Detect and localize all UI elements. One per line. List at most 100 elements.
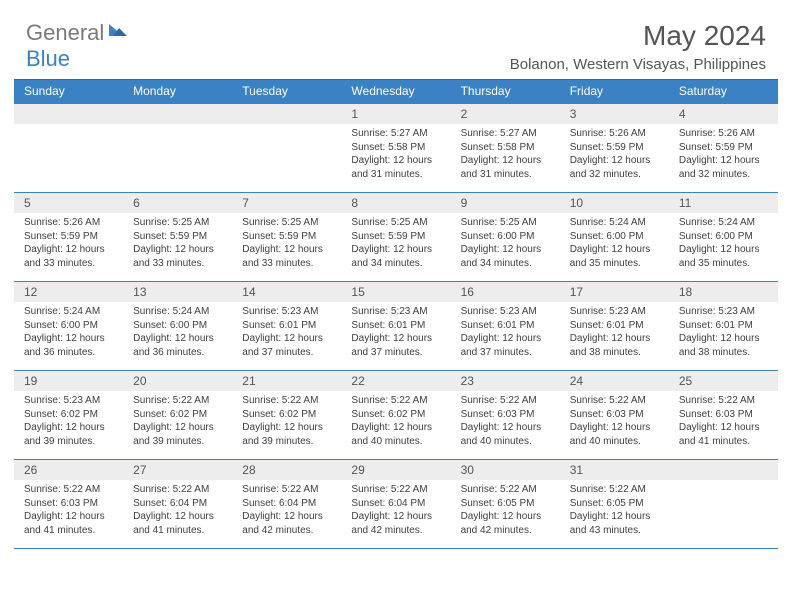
day-header-row: SundayMondayTuesdayWednesdayThursdayFrid… <box>14 79 778 103</box>
daylight-text-2: and 35 minutes. <box>679 257 772 271</box>
daylight-text-1: Daylight: 12 hours <box>570 510 663 524</box>
day-cell: 28Sunrise: 5:22 AMSunset: 6:04 PMDayligh… <box>232 460 341 548</box>
day-number: 27 <box>123 460 232 480</box>
day-body: Sunrise: 5:22 AMSunset: 6:03 PMDaylight:… <box>14 480 123 539</box>
day-header-cell: Thursday <box>451 80 560 103</box>
sunset-text: Sunset: 6:04 PM <box>242 497 335 511</box>
sunrise-text: Sunrise: 5:22 AM <box>570 394 663 408</box>
day-body: Sunrise: 5:23 AMSunset: 6:02 PMDaylight:… <box>14 391 123 450</box>
day-cell: 16Sunrise: 5:23 AMSunset: 6:01 PMDayligh… <box>451 282 560 370</box>
daylight-text-1: Daylight: 12 hours <box>133 421 226 435</box>
day-cell: 30Sunrise: 5:22 AMSunset: 6:05 PMDayligh… <box>451 460 560 548</box>
sunrise-text: Sunrise: 5:22 AM <box>242 394 335 408</box>
day-body: Sunrise: 5:22 AMSunset: 6:02 PMDaylight:… <box>232 391 341 450</box>
sunrise-text: Sunrise: 5:23 AM <box>351 305 444 319</box>
day-cell <box>669 460 778 548</box>
daylight-text-2: and 36 minutes. <box>133 346 226 360</box>
day-header-cell: Saturday <box>669 80 778 103</box>
day-cell: 25Sunrise: 5:22 AMSunset: 6:03 PMDayligh… <box>669 371 778 459</box>
daylight-text-1: Daylight: 12 hours <box>461 243 554 257</box>
daylight-text-1: Daylight: 12 hours <box>461 154 554 168</box>
sunrise-text: Sunrise: 5:22 AM <box>351 394 444 408</box>
daylight-text-1: Daylight: 12 hours <box>461 332 554 346</box>
day-number: 5 <box>14 193 123 213</box>
daylight-text-2: and 40 minutes. <box>461 435 554 449</box>
sunrise-text: Sunrise: 5:22 AM <box>461 483 554 497</box>
sunset-text: Sunset: 6:04 PM <box>351 497 444 511</box>
week-row: 5Sunrise: 5:26 AMSunset: 5:59 PMDaylight… <box>14 192 778 281</box>
daylight-text-2: and 40 minutes. <box>351 435 444 449</box>
daylight-text-1: Daylight: 12 hours <box>133 510 226 524</box>
day-body: Sunrise: 5:22 AMSunset: 6:02 PMDaylight:… <box>341 391 450 450</box>
sunrise-text: Sunrise: 5:27 AM <box>351 127 444 141</box>
day-body: Sunrise: 5:26 AMSunset: 5:59 PMDaylight:… <box>669 124 778 183</box>
sunset-text: Sunset: 6:01 PM <box>242 319 335 333</box>
week-row: 26Sunrise: 5:22 AMSunset: 6:03 PMDayligh… <box>14 459 778 548</box>
sunset-text: Sunset: 6:04 PM <box>133 497 226 511</box>
day-cell: 8Sunrise: 5:25 AMSunset: 5:59 PMDaylight… <box>341 193 450 281</box>
day-cell: 9Sunrise: 5:25 AMSunset: 6:00 PMDaylight… <box>451 193 560 281</box>
sunset-text: Sunset: 6:02 PM <box>133 408 226 422</box>
daylight-text-2: and 36 minutes. <box>24 346 117 360</box>
daylight-text-2: and 33 minutes. <box>133 257 226 271</box>
sunset-text: Sunset: 5:59 PM <box>242 230 335 244</box>
daylight-text-2: and 41 minutes. <box>133 524 226 538</box>
day-number: 12 <box>14 282 123 302</box>
day-number <box>123 104 232 124</box>
day-body: Sunrise: 5:22 AMSunset: 6:03 PMDaylight:… <box>669 391 778 450</box>
day-cell: 13Sunrise: 5:24 AMSunset: 6:00 PMDayligh… <box>123 282 232 370</box>
day-number: 25 <box>669 371 778 391</box>
sunset-text: Sunset: 6:00 PM <box>24 319 117 333</box>
daylight-text-2: and 43 minutes. <box>570 524 663 538</box>
sunrise-text: Sunrise: 5:26 AM <box>679 127 772 141</box>
logo-text-blue: Blue <box>26 46 70 71</box>
sunset-text: Sunset: 5:59 PM <box>24 230 117 244</box>
sunrise-text: Sunrise: 5:26 AM <box>24 216 117 230</box>
day-number: 11 <box>669 193 778 213</box>
daylight-text-1: Daylight: 12 hours <box>351 510 444 524</box>
day-number: 17 <box>560 282 669 302</box>
day-cell: 21Sunrise: 5:22 AMSunset: 6:02 PMDayligh… <box>232 371 341 459</box>
month-title: May 2024 <box>510 20 766 52</box>
day-number: 18 <box>669 282 778 302</box>
daylight-text-1: Daylight: 12 hours <box>570 332 663 346</box>
sunrise-text: Sunrise: 5:22 AM <box>133 483 226 497</box>
day-cell: 15Sunrise: 5:23 AMSunset: 6:01 PMDayligh… <box>341 282 450 370</box>
week-row: 12Sunrise: 5:24 AMSunset: 6:00 PMDayligh… <box>14 281 778 370</box>
day-number: 21 <box>232 371 341 391</box>
sunrise-text: Sunrise: 5:22 AM <box>679 394 772 408</box>
daylight-text-2: and 32 minutes. <box>679 168 772 182</box>
day-number: 23 <box>451 371 560 391</box>
daylight-text-1: Daylight: 12 hours <box>351 332 444 346</box>
daylight-text-1: Daylight: 12 hours <box>570 421 663 435</box>
sunset-text: Sunset: 6:02 PM <box>24 408 117 422</box>
sunset-text: Sunset: 5:58 PM <box>461 141 554 155</box>
sunset-text: Sunset: 6:02 PM <box>242 408 335 422</box>
daylight-text-2: and 34 minutes. <box>351 257 444 271</box>
day-body: Sunrise: 5:22 AMSunset: 6:03 PMDaylight:… <box>451 391 560 450</box>
day-number: 29 <box>341 460 450 480</box>
day-cell: 23Sunrise: 5:22 AMSunset: 6:03 PMDayligh… <box>451 371 560 459</box>
day-body: Sunrise: 5:23 AMSunset: 6:01 PMDaylight:… <box>451 302 560 361</box>
daylight-text-1: Daylight: 12 hours <box>679 421 772 435</box>
daylight-text-2: and 37 minutes. <box>461 346 554 360</box>
daylight-text-2: and 37 minutes. <box>242 346 335 360</box>
sunrise-text: Sunrise: 5:23 AM <box>24 394 117 408</box>
day-number: 3 <box>560 104 669 124</box>
daylight-text-1: Daylight: 12 hours <box>351 154 444 168</box>
daylight-text-1: Daylight: 12 hours <box>351 421 444 435</box>
day-number: 15 <box>341 282 450 302</box>
day-cell: 18Sunrise: 5:23 AMSunset: 6:01 PMDayligh… <box>669 282 778 370</box>
sunrise-text: Sunrise: 5:22 AM <box>24 483 117 497</box>
day-number: 9 <box>451 193 560 213</box>
daylight-text-2: and 35 minutes. <box>570 257 663 271</box>
day-number: 14 <box>232 282 341 302</box>
sunset-text: Sunset: 6:03 PM <box>24 497 117 511</box>
day-header-cell: Friday <box>560 80 669 103</box>
day-cell: 6Sunrise: 5:25 AMSunset: 5:59 PMDaylight… <box>123 193 232 281</box>
day-body: Sunrise: 5:24 AMSunset: 6:00 PMDaylight:… <box>14 302 123 361</box>
day-body: Sunrise: 5:22 AMSunset: 6:04 PMDaylight:… <box>341 480 450 539</box>
day-number: 10 <box>560 193 669 213</box>
day-number: 8 <box>341 193 450 213</box>
sunset-text: Sunset: 5:58 PM <box>351 141 444 155</box>
